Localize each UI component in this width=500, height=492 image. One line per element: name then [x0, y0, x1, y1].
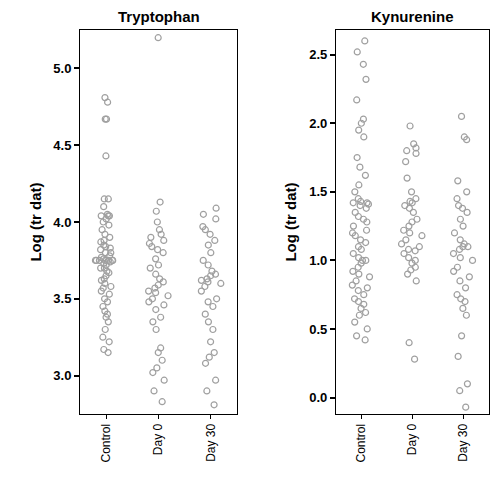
- svg-text:Kynurenine: Kynurenine: [371, 8, 454, 25]
- svg-text:1.5: 1.5: [309, 184, 327, 199]
- svg-text:Control: Control: [99, 424, 113, 463]
- svg-text:2.0: 2.0: [309, 116, 327, 131]
- svg-text:Day 30: Day 30: [456, 423, 470, 461]
- svg-text:Day 0: Day 0: [151, 423, 165, 455]
- svg-text:4.5: 4.5: [53, 138, 71, 153]
- svg-text:3.0: 3.0: [53, 368, 71, 383]
- svg-text:4.0: 4.0: [53, 215, 71, 230]
- svg-text:1.0: 1.0: [309, 253, 327, 268]
- svg-text:Day 0: Day 0: [405, 423, 419, 455]
- svg-text:Tryptophan: Tryptophan: [118, 8, 200, 25]
- svg-text:5.0: 5.0: [53, 61, 71, 76]
- svg-text:2.5: 2.5: [309, 47, 327, 62]
- svg-text:3.5: 3.5: [53, 291, 71, 306]
- svg-text:Control: Control: [354, 424, 368, 463]
- svg-text:Log (tr dat): Log (tr dat): [282, 182, 299, 261]
- svg-text:Log (tr dat): Log (tr dat): [27, 182, 44, 261]
- svg-text:0.5: 0.5: [309, 322, 327, 337]
- svg-text:Day 30: Day 30: [204, 423, 218, 461]
- svg-text:0.0: 0.0: [309, 390, 327, 405]
